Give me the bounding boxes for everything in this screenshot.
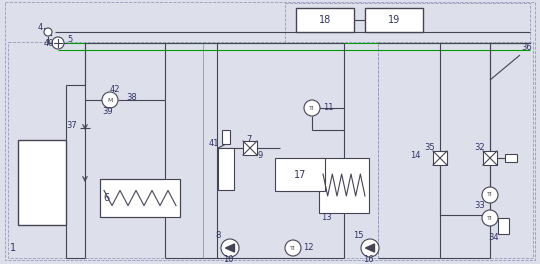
Bar [483, 151, 497, 165]
Text: 34: 34 [489, 233, 500, 243]
Text: 15: 15 [353, 232, 363, 241]
Text: 9: 9 [258, 152, 262, 161]
Circle shape [285, 240, 301, 256]
Bar [275, 158, 325, 191]
Text: 18: 18 [319, 15, 331, 25]
Text: 32: 32 [475, 144, 485, 153]
Text: 12: 12 [303, 243, 313, 252]
Text: 13: 13 [321, 214, 332, 223]
Bar [505, 154, 517, 162]
Circle shape [102, 92, 118, 108]
Text: 7: 7 [246, 134, 252, 144]
Text: TI: TI [487, 192, 493, 197]
Bar [319, 158, 369, 213]
Bar [433, 151, 447, 165]
Circle shape [361, 239, 379, 257]
Text: 19: 19 [388, 15, 400, 25]
Text: 14: 14 [410, 150, 420, 159]
Text: 39: 39 [103, 106, 113, 116]
Text: 17: 17 [294, 170, 306, 180]
Text: 42: 42 [110, 86, 120, 95]
Text: 16: 16 [363, 256, 373, 264]
Circle shape [221, 239, 239, 257]
Text: 5: 5 [68, 35, 72, 45]
Text: 10: 10 [223, 256, 233, 264]
Circle shape [482, 187, 498, 203]
Bar [218, 148, 234, 190]
Bar [243, 141, 257, 155]
Text: 40: 40 [44, 39, 54, 48]
Bar [365, 8, 423, 32]
Text: 11: 11 [323, 103, 333, 112]
Text: 41: 41 [209, 139, 219, 148]
Bar [378, 42, 533, 258]
Text: 36: 36 [522, 44, 532, 53]
Text: TI: TI [309, 106, 315, 111]
Bar [203, 42, 378, 258]
Text: 6: 6 [103, 193, 109, 203]
Bar [18, 140, 66, 225]
Text: 38: 38 [126, 92, 137, 101]
Text: 35: 35 [424, 144, 435, 153]
Text: 37: 37 [66, 120, 77, 130]
Text: M: M [107, 97, 113, 102]
Text: TI: TI [487, 215, 493, 220]
Polygon shape [366, 244, 375, 252]
Bar [100, 179, 180, 217]
Circle shape [52, 37, 64, 49]
Text: 1: 1 [10, 243, 16, 253]
Text: 33: 33 [475, 200, 485, 210]
Bar [222, 130, 230, 144]
Circle shape [482, 210, 498, 226]
Bar [8, 42, 203, 258]
Text: TI: TI [290, 246, 296, 251]
Bar [498, 218, 509, 234]
Circle shape [44, 28, 52, 36]
Bar [296, 8, 354, 32]
Circle shape [304, 100, 320, 116]
Polygon shape [226, 244, 234, 252]
Bar [285, 3, 530, 43]
Text: 4: 4 [37, 22, 43, 31]
Text: 8: 8 [215, 232, 221, 241]
